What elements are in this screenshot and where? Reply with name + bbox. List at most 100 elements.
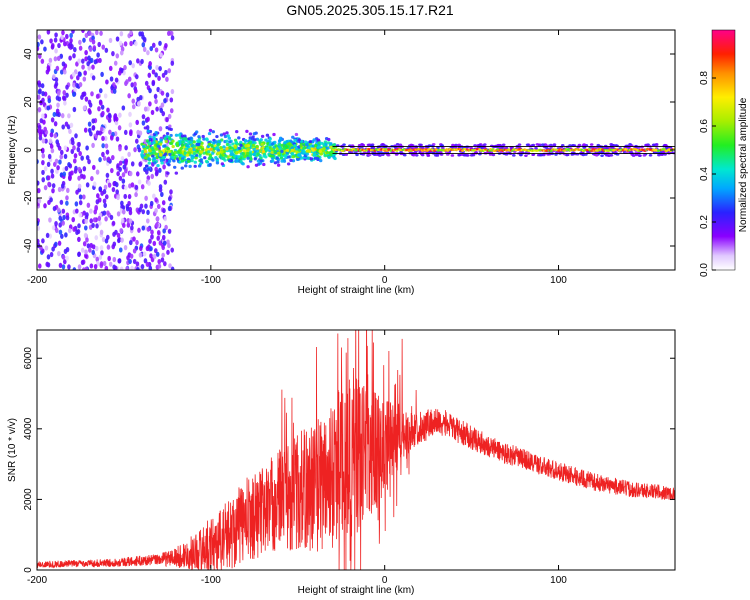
spectrogram-cell xyxy=(137,227,141,233)
spectrogram-cell xyxy=(168,152,172,156)
spectrogram-cell xyxy=(44,138,48,144)
spectrogram-cell xyxy=(501,143,506,147)
spectrogram-cell xyxy=(37,225,41,231)
spectrogram-cell xyxy=(161,244,166,251)
spectrogram-cell xyxy=(156,235,161,241)
spectrogram-cell xyxy=(134,184,139,191)
spectrogram-cell xyxy=(67,43,72,49)
y-tick-label: 2000 xyxy=(23,488,34,511)
spectrogram-cell xyxy=(61,220,65,226)
spectrogram-cell xyxy=(72,145,76,151)
spectrogram-cell xyxy=(128,111,132,117)
spectrogram-cell xyxy=(63,145,68,151)
spectrogram-cell xyxy=(154,208,158,214)
spectrogram-cell xyxy=(268,140,272,144)
spectrogram-cell xyxy=(192,147,196,151)
spectrogram-cell xyxy=(58,229,63,235)
spectrogram-cell xyxy=(294,132,299,137)
spectrogram-cell xyxy=(657,153,661,157)
spectrogram-cell xyxy=(141,42,146,48)
spectrogram-cell xyxy=(131,104,136,110)
spectrogram-cell xyxy=(195,149,199,153)
spectrogram-cell xyxy=(146,218,150,224)
spectrogram-cell xyxy=(167,163,171,167)
spectrogram-cell xyxy=(276,151,281,155)
spectrogram-cell xyxy=(72,82,76,88)
spectrogram-cell xyxy=(41,177,46,183)
spectrogram-cell xyxy=(146,153,150,157)
spectrogram-cell xyxy=(141,209,146,215)
spectrogram-cell xyxy=(285,139,289,144)
spectrogram-cell xyxy=(51,183,56,189)
spectrogram-cell xyxy=(82,37,86,43)
spectrogram-cell xyxy=(41,153,46,159)
spectrogram-cell xyxy=(86,202,91,208)
spectrogram-cell xyxy=(65,33,69,40)
spectrogram-cell xyxy=(37,188,41,194)
spectrogram-cell xyxy=(40,58,45,64)
spectrogram-cell xyxy=(131,63,135,69)
spectrogram-cell xyxy=(54,241,58,247)
spectrogram-cell xyxy=(157,263,162,269)
spectrogram-cell xyxy=(642,154,647,157)
spectrogram-cell xyxy=(426,153,431,157)
spectrogram-cell xyxy=(102,155,107,161)
spectrogram-cell xyxy=(46,30,51,35)
spectrogram-cell xyxy=(56,102,60,108)
spectrogram-cell xyxy=(50,148,55,154)
spectrogram-cell xyxy=(104,47,109,53)
spectrogram-cell xyxy=(84,56,88,62)
spectrogram-cell xyxy=(93,264,98,270)
spectrogram-cell xyxy=(63,153,68,160)
spectrogram-cell xyxy=(395,142,400,146)
spectrogram-cell xyxy=(531,153,535,157)
spectrogram-cell xyxy=(290,146,294,150)
spectrogram-cell xyxy=(329,145,333,149)
spectrogram-cell xyxy=(78,81,83,88)
spectrogram-cell xyxy=(290,152,294,156)
spectrogram-cell xyxy=(341,153,346,157)
spectrogram-cell xyxy=(324,142,328,147)
spectrogram-cell xyxy=(71,71,76,78)
spectrogram-cell xyxy=(251,143,256,147)
spectrogram-cell xyxy=(235,130,239,134)
spectrogram-cell xyxy=(37,128,41,134)
spectrogram-cell xyxy=(136,129,140,135)
spectrogram-cell xyxy=(58,222,62,228)
spectrogram-cell xyxy=(577,143,582,147)
spectrogram-cell xyxy=(54,81,59,87)
spectrogram-cell xyxy=(54,32,58,38)
spectrogram-cell xyxy=(151,154,155,158)
snr-frame xyxy=(36,329,676,571)
spectrogram-cell xyxy=(127,93,131,99)
spectrogram-cell xyxy=(167,127,172,131)
spectrogram-cell xyxy=(123,41,128,47)
spectrogram-cell xyxy=(88,46,93,52)
spectrogram-cell xyxy=(64,232,68,238)
spectrogram-cell xyxy=(174,171,179,175)
spectrogram-cell xyxy=(161,200,166,206)
spectrogram-cell xyxy=(398,143,403,147)
spectrogram-cell xyxy=(164,43,168,49)
spectrogram-cell xyxy=(118,166,122,172)
spectrogram-cell xyxy=(169,97,174,103)
spectrogram-cell xyxy=(157,75,161,81)
spectrogram-cell xyxy=(255,137,260,141)
spectrogram-cell xyxy=(147,180,151,186)
spectrogram-cell xyxy=(77,236,81,242)
spectrogram-cell xyxy=(65,84,69,90)
y-tick-label: 0 xyxy=(23,567,34,573)
spectrogram-cell xyxy=(225,139,229,143)
spectrogram-cell xyxy=(184,147,188,151)
spectrogram-cell xyxy=(56,207,61,213)
spectrogram-cell xyxy=(94,30,99,36)
spectrogram-cell xyxy=(159,107,164,113)
spectrogram-cell xyxy=(116,194,120,201)
spectrogram-y-ticks: -40 -20 0 20 40 xyxy=(23,48,675,253)
colorbar-ticks: 0.0 0.2 0.4 0.6 0.8 xyxy=(699,71,716,277)
spectrogram-cell xyxy=(146,129,151,133)
spectrogram-cell xyxy=(112,241,117,247)
spectrogram-cell xyxy=(121,209,126,215)
spectrogram-cell xyxy=(265,146,270,151)
spectrogram-cell xyxy=(273,150,277,154)
